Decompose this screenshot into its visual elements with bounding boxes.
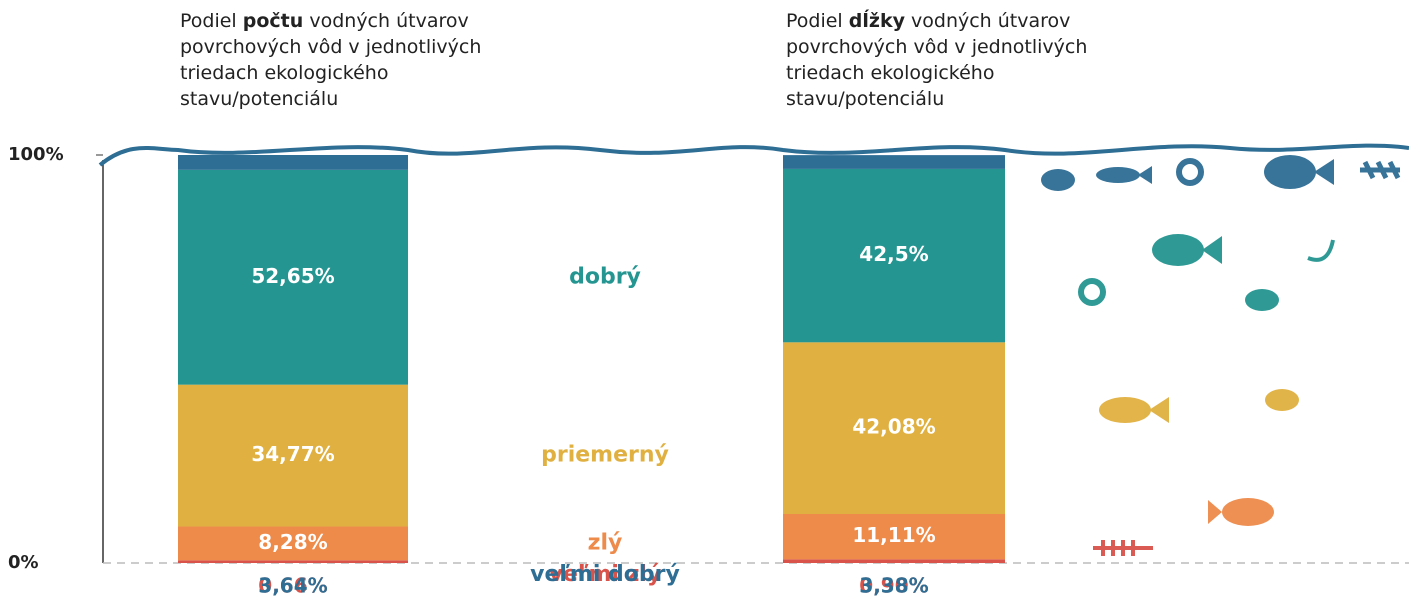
bar-title: Podiel dĺžky vodných útvarov povrchových… <box>786 8 1146 112</box>
bar-title: Podiel počtu vodných útvarov povrchových… <box>180 8 540 112</box>
y-tick-label: 100% <box>8 144 64 165</box>
value-label: 52,65% <box>251 264 334 288</box>
bar-segment <box>178 384 408 527</box>
legend-label: zlý <box>588 530 623 555</box>
value-label: 42,08% <box>852 415 935 439</box>
title-bold: dĺžky <box>848 10 905 32</box>
bar-segment <box>178 155 408 170</box>
bar-segment <box>178 560 408 563</box>
value-label: 0,66% <box>258 574 327 598</box>
value-label: 34,77% <box>251 442 334 466</box>
bar-segment <box>783 513 1005 560</box>
bar-segment <box>783 559 1005 563</box>
legend-label: veľmi dobrý <box>530 562 680 587</box>
title-bold: počtu <box>242 10 304 32</box>
fish-decoration <box>1041 155 1401 556</box>
bar-segment <box>783 342 1005 514</box>
title-text: Podiel <box>180 10 237 32</box>
value-label: 11,11% <box>852 523 935 547</box>
legend-label: dobrý <box>569 264 641 289</box>
title-text: vodných útvarov povrchových vôd v jednot… <box>786 10 1088 110</box>
bar-segment <box>178 169 408 385</box>
legend-label: priemerný <box>541 443 669 468</box>
value-label: 3,64% <box>258 574 327 598</box>
value-label: 3,38% <box>859 574 928 598</box>
value-label: 42,5% <box>859 242 928 266</box>
value-label: 0,90% <box>859 574 928 598</box>
title-text: vodných útvarov povrchových vôd v jednot… <box>180 10 482 110</box>
legend-label: veľmi zlý <box>549 562 662 587</box>
title-text: Podiel <box>786 10 843 32</box>
value-label: 8,28% <box>258 530 327 554</box>
bar-segment <box>178 526 408 561</box>
bar-segment <box>783 168 1005 343</box>
bar-segment <box>783 155 1005 169</box>
water-wave <box>98 143 1409 167</box>
y-tick-label: 0% <box>8 552 39 573</box>
